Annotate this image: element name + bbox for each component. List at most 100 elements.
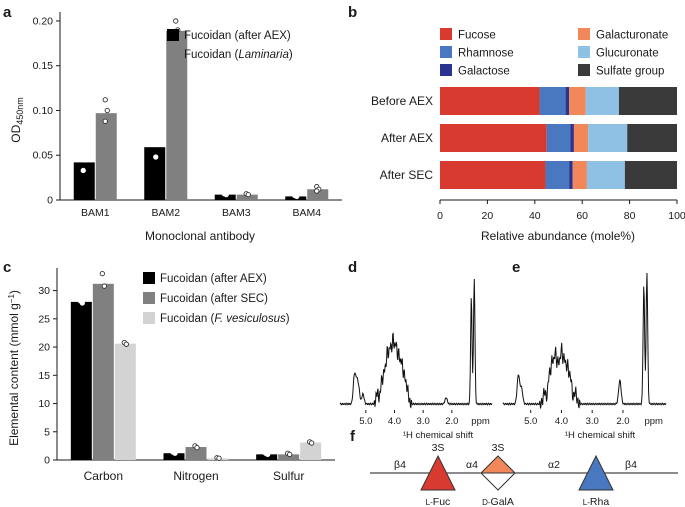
panel-a-point-3-0-1: [294, 193, 300, 200]
panel-b-xtick-label-5: 100: [668, 210, 685, 222]
panel-e-spectrum-line: [502, 272, 667, 409]
panel-a-category-label-3: BAM4: [292, 207, 321, 219]
legend-label-b-2: Galactose: [458, 66, 510, 78]
panel-c-point-1-2-1: [216, 455, 222, 461]
legend-label-a-0: Fucoidan (after AEX): [184, 30, 291, 42]
panel-b-segment-0-2: [565, 87, 570, 115]
panel-a-bar-2-1: [236, 194, 258, 200]
linkage-label-3: β4: [625, 459, 637, 471]
panel-c-ytick-label-5: 25: [38, 313, 50, 325]
linkage-label-0: β4: [394, 459, 406, 471]
panel-b-segment-2-0: [440, 161, 546, 189]
legend-swatch-c-1: [143, 292, 155, 304]
panel-d-nmr-spectrum: d 5.0 4.0 3.0 2.0 ppm ¹H chemical shift: [339, 259, 493, 441]
panel-d-ppm-label: ppm: [471, 416, 490, 427]
panel-a-legend: Fucoidan (after AEX) Fucoidan (Laminaria…: [167, 29, 293, 61]
panel-b-segment-2-2: [569, 161, 573, 189]
galacturonate-diamond-icon: [479, 455, 517, 491]
panel-a-point-0-1-0: [102, 97, 108, 103]
fucose-label: L-Fuc: [426, 496, 451, 507]
panel-c-point-2-2-1: [309, 440, 315, 446]
linkage-label-2: α2: [548, 459, 560, 471]
panel-a-ytick-label-4: 0.20: [33, 15, 54, 27]
panel-b-segment-1-0: [440, 124, 547, 152]
panel-d-x-axis-title: ¹H chemical shift: [403, 430, 474, 441]
legend-label-b-0: Fucose: [458, 30, 496, 42]
panel-b-legend: Fucose Rhamnose Galactose Galacturonate Gluc…: [440, 28, 668, 78]
galacturonate-sulfate-label: 3S: [492, 442, 505, 454]
panel-f-label: f: [350, 428, 356, 445]
panel-c-bar-2-1: [278, 454, 300, 460]
panel-b-segment-1-2: [570, 124, 574, 152]
panel-c-bar-0-2: [114, 343, 136, 460]
legend-label-b-1: Rhamnose: [458, 48, 514, 60]
panel-c-bar-1-1: [185, 447, 207, 460]
panel-c-ytick-label-6: 30: [38, 285, 50, 297]
panel-a-bar-chart: a 0 0.05 0.10 0.15 0.20 BAM1 BAM2 BAM3 BAM4 OD4…: [3, 4, 342, 243]
panel-c-bar-2-2: [300, 442, 322, 460]
panel-a-bar-1-1: [166, 30, 188, 200]
legend-swatch-c-2: [143, 312, 155, 324]
rhamnose-label: L-Rha: [583, 496, 610, 507]
panel-e-ppm-label: ppm: [644, 416, 663, 427]
panel-a-bar-2-0: [214, 194, 236, 200]
panel-a-ytick-label-1: 0.05: [33, 150, 54, 162]
panel-c-point-1-1-1: [194, 444, 200, 451]
panel-b-category-label-0: Before AEX: [371, 94, 433, 108]
panel-a-point-0-0-0: [80, 152, 86, 158]
panel-c-ytick-label-2: 10: [38, 398, 50, 410]
linkage-label-1: α4: [466, 459, 478, 471]
panel-b-xtick-label-2: 40: [529, 210, 541, 222]
panel-e-label: e: [512, 259, 520, 276]
legend-swatch-a-0: [167, 29, 179, 41]
panel-d-xtick-label-1: 4.0: [388, 416, 401, 427]
panel-b-segment-2-1: [545, 161, 570, 189]
panel-b-category-label-2: After SEC: [380, 168, 434, 182]
legend-swatch-b-3: [578, 28, 590, 40]
panel-e-x-axis-title: ¹H chemical shift: [565, 430, 636, 441]
panel-b-label: b: [348, 4, 357, 21]
panel-a-bar-0-1: [95, 113, 117, 200]
panel-d-label: d: [348, 259, 357, 276]
panel-c-point-0-2-1: [123, 341, 129, 347]
panel-a-x-axis-title: Monoclonal antibody: [145, 229, 255, 243]
panel-c-ytick-label-0: 0: [44, 455, 50, 467]
panel-a-point-0-1-1: [104, 107, 110, 114]
panel-c-legend: Fucoidan (after AEX) Fucoidan (after SEC…: [143, 272, 290, 325]
panel-d-xtick-label-0: 5.0: [359, 416, 372, 427]
panel-c-bar-0-1: [92, 283, 114, 460]
fucose-triangle-icon: [420, 454, 456, 491]
panel-d-xtick-label-2: 3.0: [417, 416, 430, 427]
panel-a-bar-0-0: [73, 162, 95, 200]
panel-a-point-0-0-1: [82, 157, 88, 163]
panel-a-category-label-0: BAM1: [81, 207, 110, 219]
panel-e-xtick-label-3: 2.0: [616, 416, 629, 427]
panel-e-xtick-label-2: 3.0: [586, 416, 599, 427]
panel-a-point-1-1-0: [173, 18, 179, 24]
panel-a-point-2-1-1: [245, 191, 251, 198]
panel-a-point-3-1-2: [314, 188, 320, 194]
panel-a-point-1-0-0: [151, 125, 157, 132]
panel-a-point-0-0-2: [80, 167, 86, 174]
panel-d-xtick-label-3: 2.0: [445, 416, 458, 427]
panel-b-segment-0-5: [618, 87, 677, 115]
panel-c-point-0-1-1: [101, 283, 107, 289]
legend-swatch-c-0: [143, 272, 155, 284]
panel-a-point-2-0-1: [223, 191, 229, 198]
panel-b-segment-1-4: [588, 124, 628, 152]
panel-b-stacked-bar-chart: b Fucose Rhamnose Galactose Galacturonate Gl…: [348, 4, 685, 243]
panel-c-label: c: [3, 259, 11, 276]
panel-c-ytick-label-1: 5: [44, 426, 50, 438]
panel-b-segment-1-3: [573, 124, 589, 152]
legend-label-c-1: Fucoidan (after SEC): [160, 293, 268, 305]
panel-b-segment-2-3: [572, 161, 587, 189]
panel-f-glycan-diagram: f β4 α4 α2 β4 3S L-Fuc 3S D-GalA L-Rha: [350, 428, 678, 507]
panel-a-bar-3-1: [307, 189, 329, 200]
panel-e-xtick-label-0: 5.0: [524, 416, 537, 427]
panel-a-point-1-0-1: [153, 154, 159, 160]
legend-label-a-1: Fucoidan (Laminaria): [184, 49, 293, 61]
panel-a-category-label-1: BAM2: [151, 207, 180, 219]
panel-c-bar-1-0: [163, 453, 185, 460]
panel-c-point-2-1-1: [287, 451, 293, 458]
